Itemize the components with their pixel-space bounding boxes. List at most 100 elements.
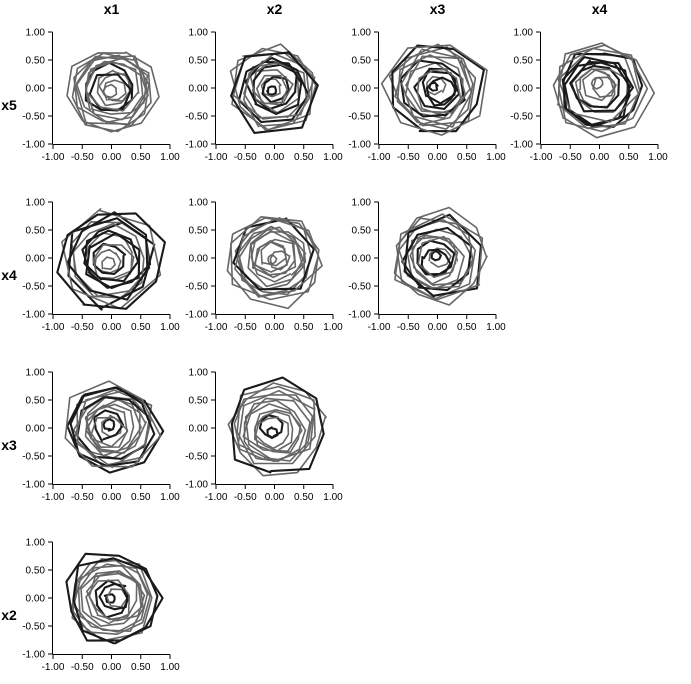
- trajectory-line: [393, 206, 488, 306]
- trajectory-line: [80, 570, 142, 627]
- x-tick-label: 0.00: [590, 152, 610, 163]
- y-tick-label: -0.50: [185, 452, 208, 463]
- y-tick-label: 1.00: [26, 28, 46, 39]
- y-tick-label: -0.50: [185, 282, 208, 293]
- trajectory-line: [267, 254, 278, 265]
- x-tick-label: -0.50: [234, 152, 257, 163]
- x-tick-label: 0.00: [265, 322, 285, 333]
- trajectory-line: [430, 250, 442, 262]
- trajectory-line: [230, 50, 319, 134]
- panel-x4-x2: 1.00 0.50 0.00 -0.50 -1.00-1.00 -0.50 0.00 0.50…: [185, 198, 343, 334]
- trajectory-line: [56, 212, 166, 310]
- trajectory-line: [94, 579, 129, 619]
- x-tick-label: -0.50: [234, 322, 257, 333]
- y-tick-label: 0.00: [26, 84, 46, 95]
- y-tick-label: 1.00: [26, 538, 46, 549]
- trajectory-line: [237, 226, 304, 291]
- column-label-x4: x4: [592, 1, 608, 17]
- x-tick-label: -0.50: [397, 322, 420, 333]
- x-tick-label: 0.50: [131, 152, 151, 163]
- x-tick-label: -1.00: [42, 322, 65, 333]
- x-tick-label: 0.00: [102, 322, 122, 333]
- trajectory-line: [425, 76, 458, 107]
- x-tick-label: 0.00: [265, 152, 285, 163]
- trajectory-line: [84, 395, 142, 457]
- x-tick-label: 0.50: [457, 322, 477, 333]
- x-tick-label: 0.50: [619, 152, 639, 163]
- y-tick-label: 1.00: [26, 368, 46, 379]
- y-tick-label: -0.50: [22, 112, 45, 123]
- x-tick-label: -1.00: [205, 322, 228, 333]
- trajectory-line: [254, 410, 294, 452]
- trajectory-line: [388, 43, 474, 130]
- trajectory-line: [90, 416, 129, 448]
- y-tick-label: 0.50: [352, 56, 372, 67]
- y-tick-label: -1.00: [22, 140, 45, 151]
- panel-x2-x1: 1.00 0.50 0.00 -0.50 -1.00-1.00 -0.50 0.00 0.50…: [22, 538, 180, 674]
- x-tick-label: 0.00: [265, 492, 285, 503]
- y-tick-label: -0.50: [348, 282, 371, 293]
- x-tick-label: 1.00: [160, 322, 180, 333]
- y-tick-label: 0.50: [189, 56, 209, 67]
- trajectory-line: [102, 79, 127, 101]
- trajectory-line: [71, 52, 150, 133]
- x-tick-label: 0.50: [294, 322, 314, 333]
- y-tick-label: 0.50: [26, 56, 46, 67]
- trajectory-line: [425, 75, 447, 96]
- trajectory-line: [394, 213, 484, 301]
- column-label-x2: x2: [267, 1, 283, 17]
- trajectory-line: [236, 385, 316, 465]
- x-tick-label: -1.00: [205, 492, 228, 503]
- x-tick-label: -0.50: [71, 322, 94, 333]
- trajectory-line: [231, 43, 314, 131]
- trajectory-line: [67, 217, 156, 311]
- trajectory-line: [244, 397, 311, 462]
- x-tick-label: 0.50: [131, 492, 151, 503]
- panel-x5-x4: 1.00 0.50 0.00 -0.50 -1.00-1.00 -0.50 0.00 0.50…: [510, 28, 668, 164]
- panel-x5-x3: 1.00 0.50 0.00 -0.50 -1.00-1.00 -0.50 0.00 0.50…: [348, 28, 506, 164]
- trajectory-line: [86, 403, 135, 453]
- trajectory-line: [428, 247, 452, 268]
- trajectory-line: [260, 240, 287, 267]
- row-label-x4: x4: [1, 267, 17, 283]
- y-tick-label: -1.00: [185, 480, 208, 491]
- x-tick-label: 1.00: [323, 492, 343, 503]
- trajectory-line: [230, 376, 325, 474]
- y-tick-label: -1.00: [348, 310, 371, 321]
- y-tick-label: 0.00: [514, 84, 534, 95]
- trajectory-line: [261, 75, 290, 104]
- x-tick-label: -1.00: [42, 492, 65, 503]
- row-label-x5: x5: [1, 97, 17, 113]
- x-tick-label: -1.00: [42, 152, 65, 163]
- x-tick-label: -0.50: [234, 492, 257, 503]
- y-tick-label: 1.00: [189, 368, 209, 379]
- trajectory-line: [234, 218, 323, 298]
- trajectory-line: [77, 564, 144, 632]
- y-tick-label: 1.00: [189, 198, 209, 209]
- x-tick-label: 1.00: [160, 492, 180, 503]
- panel-x4-x1: 1.00 0.50 0.00 -0.50 -1.00-1.00 -0.50 0.00 0.50…: [22, 198, 180, 334]
- x-tick-label: 1.00: [323, 322, 343, 333]
- y-tick-label: 0.00: [189, 84, 209, 95]
- trajectory-line: [65, 552, 159, 642]
- trajectory-line: [66, 51, 160, 133]
- trajectory-line: [428, 81, 439, 92]
- y-tick-label: -1.00: [510, 140, 533, 151]
- trajectory-line: [403, 213, 482, 298]
- x-tick-label: -1.00: [368, 152, 391, 163]
- trajectory-line: [253, 238, 296, 276]
- trajectory-line: [417, 235, 459, 278]
- trajectory-line: [233, 394, 314, 462]
- row-label-x2: x2: [1, 607, 17, 623]
- trajectory-line: [76, 389, 153, 469]
- y-tick-label: 1.00: [352, 198, 372, 209]
- x-tick-label: -1.00: [205, 152, 228, 163]
- y-tick-label: 0.00: [26, 254, 46, 265]
- x-tick-label: 0.00: [102, 152, 122, 163]
- panel-x5-x2: 1.00 0.50 0.00 -0.50 -1.00-1.00 -0.50 0.00 0.50…: [185, 28, 343, 164]
- panel-x5-x1: 1.00 0.50 0.00 -0.50 -1.00-1.00 -0.50 0.00 0.50…: [22, 28, 180, 164]
- panel-x3-x2: 1.00 0.50 0.00 -0.50 -1.00-1.00 -0.50 0.00 0.50…: [185, 368, 343, 504]
- y-tick-label: -1.00: [22, 650, 45, 661]
- row-label-x3: x3: [1, 437, 17, 453]
